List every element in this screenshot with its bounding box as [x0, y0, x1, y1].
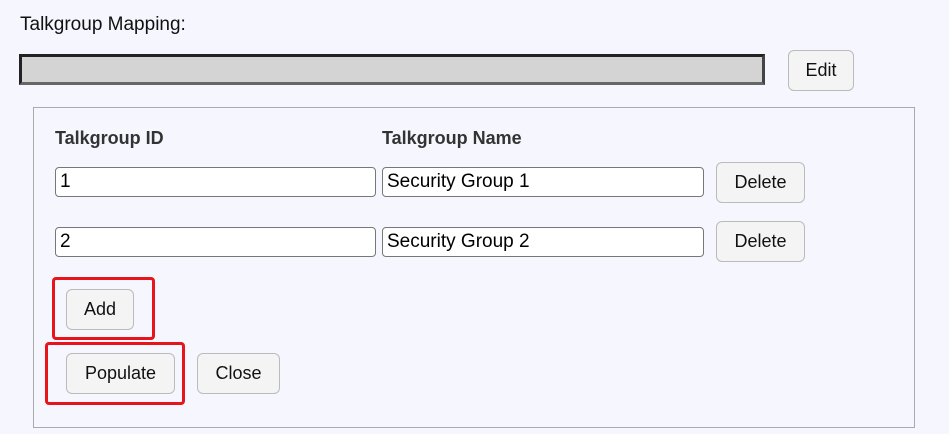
delete-button[interactable]: Delete: [716, 162, 805, 203]
add-button[interactable]: Add: [66, 289, 134, 330]
populate-button[interactable]: Populate: [66, 353, 175, 394]
talkgroup-id-input[interactable]: [55, 227, 376, 257]
talkgroup-mapping-field[interactable]: [19, 54, 765, 85]
talkgroup-mapping-label: Talkgroup Mapping:: [20, 14, 186, 35]
highlight-box-add: [52, 277, 155, 340]
delete-button[interactable]: Delete: [716, 221, 805, 262]
highlight-box-populate: [45, 342, 185, 405]
close-button[interactable]: Close: [197, 353, 280, 394]
edit-button[interactable]: Edit: [788, 50, 854, 91]
talkgroup-name-input[interactable]: [382, 167, 704, 197]
header-talkgroup-name: Talkgroup Name: [382, 128, 522, 148]
header-talkgroup-id: Talkgroup ID: [55, 128, 164, 148]
talkgroup-editor-panel: [33, 107, 915, 428]
talkgroup-name-input[interactable]: [382, 227, 704, 257]
talkgroup-id-input[interactable]: [55, 167, 376, 197]
